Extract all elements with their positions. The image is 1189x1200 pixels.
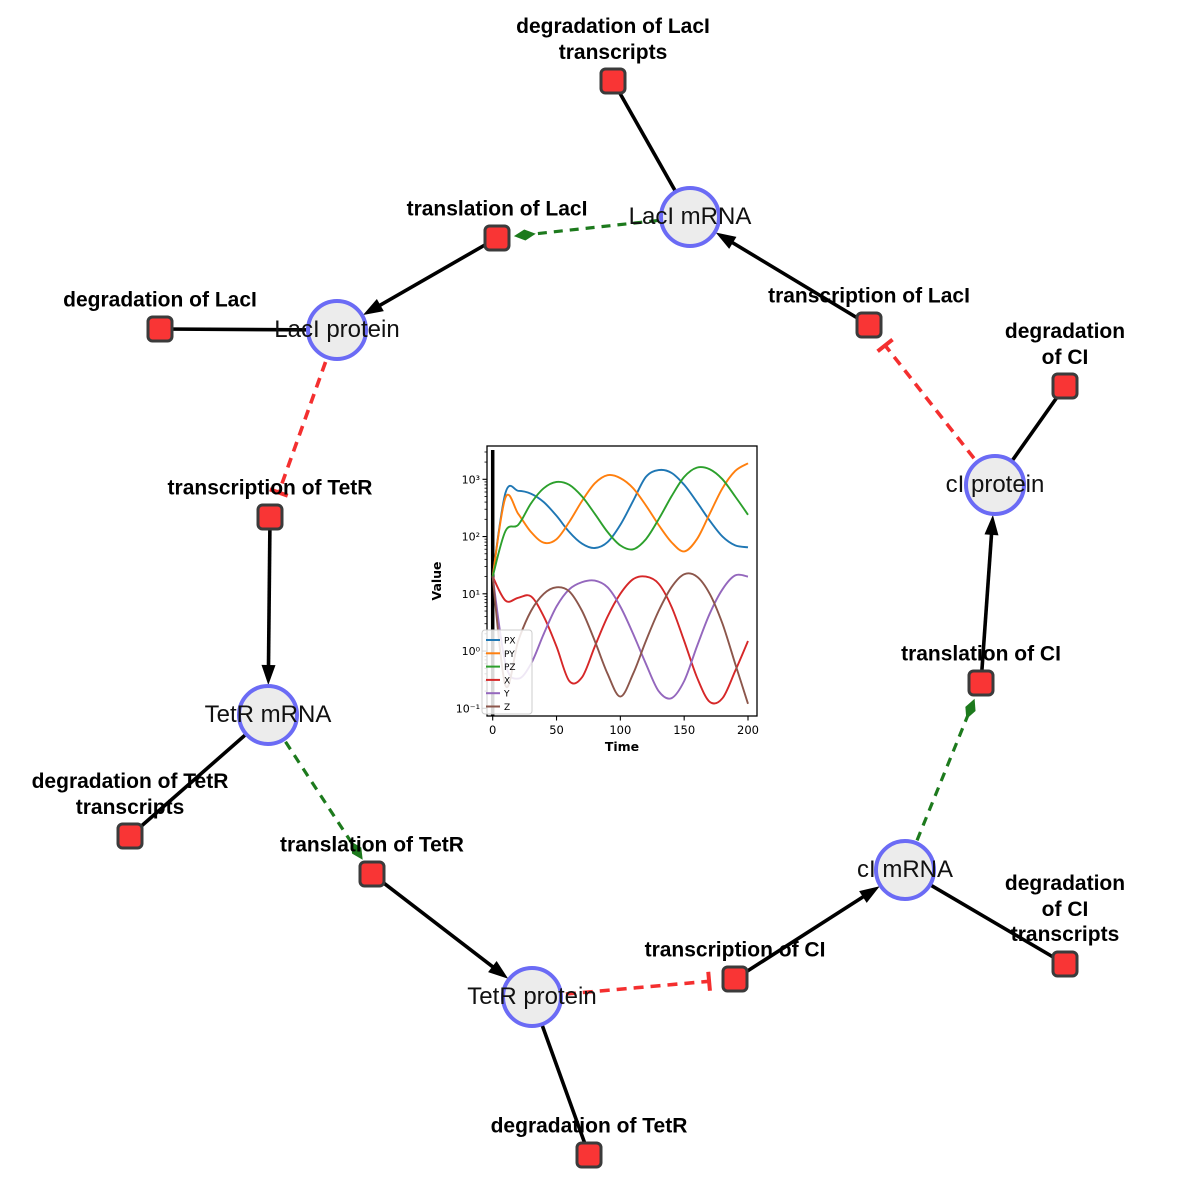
reaction-label-transc-tetr: transcription of TetR bbox=[167, 476, 373, 500]
reaction-node-transc-ci bbox=[721, 965, 749, 993]
reaction-label-deg-laci: degradation of LacI bbox=[63, 288, 257, 312]
reaction-node-transl-ci bbox=[967, 669, 995, 697]
species-node-laci-protein bbox=[306, 299, 368, 361]
series-curve-PX bbox=[491, 468, 749, 577]
legend-item-PX: PX bbox=[504, 637, 516, 647]
x-tick-label: 200 bbox=[737, 723, 759, 737]
reaction-node-deg-ci-transcripts bbox=[1051, 950, 1079, 978]
reaction-node-transc-tetr bbox=[256, 503, 284, 531]
edge-transl-tetr-tetr-protein bbox=[370, 872, 509, 979]
legend: PX PY PZ XYZ bbox=[481, 629, 533, 715]
plot-frame bbox=[486, 445, 758, 717]
species-label-laci-mrna: LacI mRNA bbox=[628, 203, 752, 230]
reaction-node-deg-ci bbox=[1051, 372, 1079, 400]
edge-tetr-mrna-transl-tetr bbox=[266, 714, 363, 860]
reaction-label-deg-ci-transcripts: degradation of CI transcripts bbox=[1004, 872, 1126, 947]
series-curve-PZ bbox=[491, 466, 749, 577]
species-label-ci-mrna: cI mRNA bbox=[857, 856, 953, 883]
species-node-ci-protein bbox=[964, 454, 1026, 516]
y-tick-label: 10² bbox=[462, 531, 480, 544]
reaction-node-transc-laci bbox=[855, 311, 883, 339]
reaction-node-transl-tetr bbox=[358, 860, 386, 888]
series-curve-Z bbox=[491, 572, 749, 705]
legend-item-PZ: PZ bbox=[504, 663, 516, 673]
edge-ci-protein-transc-laci bbox=[876, 337, 997, 487]
y-tick-label: 10⁰ bbox=[462, 645, 481, 658]
y-axis-label: Value bbox=[429, 561, 444, 600]
reaction-node-deg-tetr-transcripts bbox=[116, 822, 144, 850]
reaction-label-deg-ci: degradation of CI bbox=[1004, 319, 1126, 369]
reaction-label-transc-ci: transcription of CI bbox=[644, 938, 826, 962]
edge-tetr-protein-transc-ci bbox=[531, 971, 712, 999]
species-node-tetr-protein bbox=[501, 966, 563, 1028]
species-label-tetr-protein: TetR protein bbox=[467, 983, 597, 1010]
reaction-label-transc-laci: transcription of LacI bbox=[768, 284, 970, 308]
edge-transc-laci-laci-mrna bbox=[715, 232, 870, 327]
reaction-node-transl-laci bbox=[483, 224, 511, 252]
series-curve-X bbox=[491, 575, 749, 705]
x-tick-label: 50 bbox=[549, 723, 564, 737]
reaction-node-deg-tetr bbox=[575, 1141, 603, 1169]
species-node-ci-mrna bbox=[874, 839, 936, 901]
x-axis-label: Time bbox=[605, 739, 639, 754]
y-tick-label: 10⁻¹ bbox=[456, 702, 480, 715]
simulation-plot: 10⁻¹ 10⁰ 10¹ 10² 10³ 0 50 100 150 200 Time Value PX P… bbox=[424, 436, 774, 768]
reaction-label-deg-tetr-transcripts: degradation of TetR transcripts bbox=[31, 769, 229, 819]
species-node-laci-mrna bbox=[659, 186, 721, 248]
series-curve-PY bbox=[491, 462, 749, 577]
edge-transc-ci-ci-mrna bbox=[734, 886, 880, 981]
reaction-label-transl-tetr: translation of TetR bbox=[280, 833, 464, 857]
species-label-tetr-mrna: TetR mRNA bbox=[204, 701, 332, 728]
x-tick-label: 100 bbox=[609, 723, 631, 737]
edge-ci-mrna-transl-ci bbox=[903, 698, 976, 871]
species-label-laci-protein: LacI protein bbox=[274, 316, 400, 343]
x-tick-label: 150 bbox=[673, 723, 695, 737]
reaction-label-deg-tetr: degradation of TetR bbox=[490, 1114, 688, 1138]
x-tick-label: 0 bbox=[489, 723, 496, 737]
species-label-ci-protein: cI protein bbox=[945, 471, 1045, 498]
edge-transl-ci-ci-protein bbox=[979, 514, 999, 684]
reaction-node-deg-laci bbox=[146, 315, 174, 343]
edge-transc-tetr-tetr-mrna bbox=[261, 516, 276, 686]
species-node-tetr-mrna bbox=[237, 684, 299, 746]
legend-item-X: X bbox=[504, 676, 510, 686]
y-tick-label: 10³ bbox=[462, 473, 480, 486]
reaction-node-deg-laci-transcripts bbox=[599, 67, 627, 95]
legend-item-PY: PY bbox=[504, 650, 515, 660]
reaction-label-transl-laci: translation of LacI bbox=[406, 197, 588, 221]
reaction-label-deg-laci-transcripts: degradation of LacI transcripts bbox=[516, 14, 710, 64]
legend-item-Y: Y bbox=[503, 690, 510, 700]
edge-transl-laci-laci-protein bbox=[363, 236, 498, 316]
reaction-label-transl-ci: translation of CI bbox=[901, 642, 1061, 666]
edge-laci-protein-transc-tetr bbox=[269, 329, 339, 498]
y-tick-label: 10¹ bbox=[462, 588, 480, 601]
legend-item-Z: Z bbox=[504, 703, 510, 713]
edge-laci-mrna-transl-laci bbox=[513, 215, 691, 241]
